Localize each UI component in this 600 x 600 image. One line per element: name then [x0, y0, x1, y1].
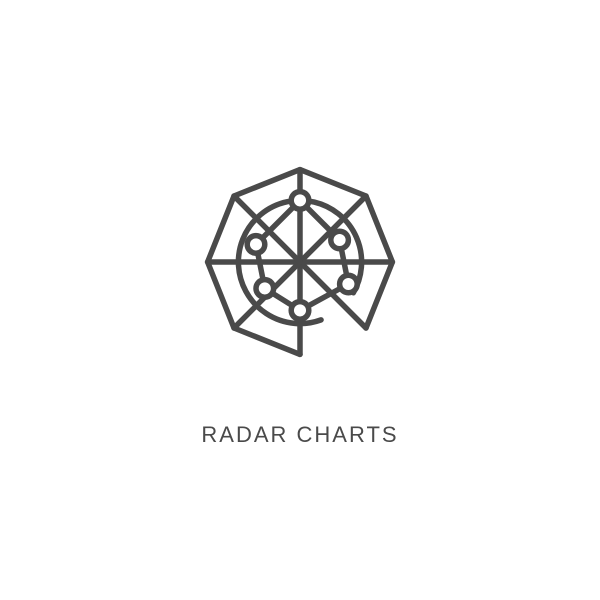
icon-label: RADAR CHARTS	[201, 422, 398, 448]
radar-chart-icon-card: RADAR CHARTS	[190, 152, 410, 448]
radar-charts-icon	[190, 152, 410, 372]
